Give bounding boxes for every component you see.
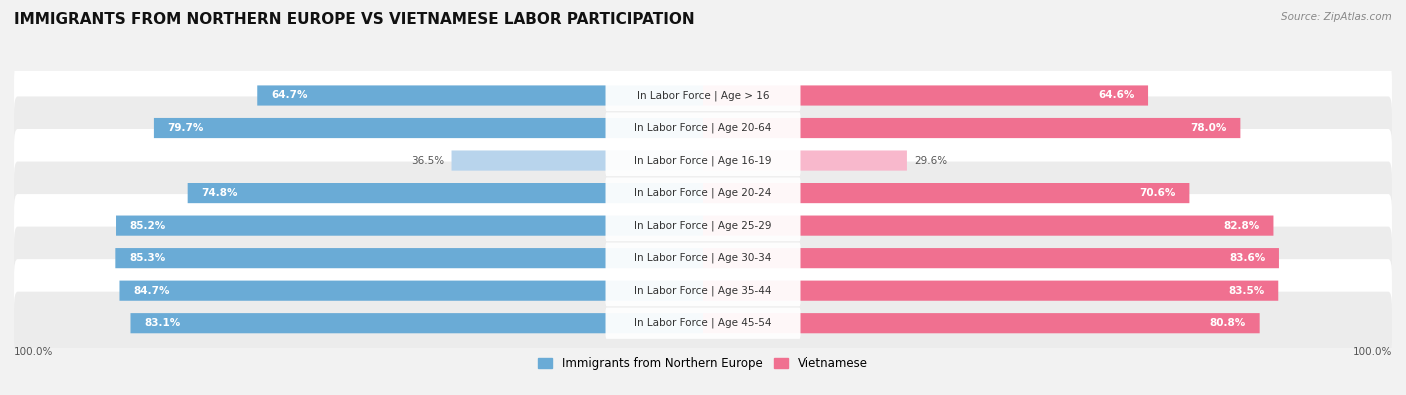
FancyBboxPatch shape <box>703 248 1279 268</box>
FancyBboxPatch shape <box>120 280 703 301</box>
FancyBboxPatch shape <box>703 313 1260 333</box>
FancyBboxPatch shape <box>14 129 1392 192</box>
FancyBboxPatch shape <box>606 210 800 241</box>
FancyBboxPatch shape <box>153 118 703 138</box>
FancyBboxPatch shape <box>14 64 1392 127</box>
Text: In Labor Force | Age 30-34: In Labor Force | Age 30-34 <box>634 253 772 263</box>
FancyBboxPatch shape <box>14 227 1392 290</box>
FancyBboxPatch shape <box>14 96 1392 160</box>
Text: In Labor Force | Age 20-24: In Labor Force | Age 20-24 <box>634 188 772 198</box>
Text: 78.0%: 78.0% <box>1191 123 1226 133</box>
Text: 83.5%: 83.5% <box>1229 286 1264 296</box>
Text: 100.0%: 100.0% <box>14 347 53 357</box>
FancyBboxPatch shape <box>131 313 703 333</box>
FancyBboxPatch shape <box>703 183 1189 203</box>
FancyBboxPatch shape <box>606 308 800 339</box>
FancyBboxPatch shape <box>606 113 800 144</box>
FancyBboxPatch shape <box>451 150 703 171</box>
FancyBboxPatch shape <box>606 243 800 274</box>
Text: 82.8%: 82.8% <box>1223 221 1260 231</box>
FancyBboxPatch shape <box>703 118 1240 138</box>
FancyBboxPatch shape <box>606 145 800 176</box>
Text: 85.2%: 85.2% <box>129 221 166 231</box>
FancyBboxPatch shape <box>703 150 907 171</box>
Text: Source: ZipAtlas.com: Source: ZipAtlas.com <box>1281 12 1392 22</box>
Text: In Labor Force | Age 25-29: In Labor Force | Age 25-29 <box>634 220 772 231</box>
Text: 80.8%: 80.8% <box>1209 318 1246 328</box>
FancyBboxPatch shape <box>257 85 703 105</box>
FancyBboxPatch shape <box>606 275 800 306</box>
FancyBboxPatch shape <box>703 85 1149 105</box>
Text: 70.6%: 70.6% <box>1139 188 1175 198</box>
Text: 83.6%: 83.6% <box>1229 253 1265 263</box>
FancyBboxPatch shape <box>703 280 1278 301</box>
FancyBboxPatch shape <box>14 292 1392 355</box>
FancyBboxPatch shape <box>14 162 1392 225</box>
Text: In Labor Force | Age 35-44: In Labor Force | Age 35-44 <box>634 286 772 296</box>
Text: IMMIGRANTS FROM NORTHERN EUROPE VS VIETNAMESE LABOR PARTICIPATION: IMMIGRANTS FROM NORTHERN EUROPE VS VIETN… <box>14 12 695 27</box>
Text: 85.3%: 85.3% <box>129 253 166 263</box>
Text: 79.7%: 79.7% <box>167 123 204 133</box>
Text: 83.1%: 83.1% <box>145 318 180 328</box>
FancyBboxPatch shape <box>606 177 800 209</box>
FancyBboxPatch shape <box>187 183 703 203</box>
Text: 36.5%: 36.5% <box>412 156 444 166</box>
FancyBboxPatch shape <box>606 80 800 111</box>
Text: In Labor Force | Age 45-54: In Labor Force | Age 45-54 <box>634 318 772 329</box>
FancyBboxPatch shape <box>703 216 1274 236</box>
Text: 64.7%: 64.7% <box>271 90 308 100</box>
Text: 74.8%: 74.8% <box>201 188 238 198</box>
Text: 100.0%: 100.0% <box>1353 347 1392 357</box>
Text: 29.6%: 29.6% <box>914 156 946 166</box>
Text: 84.7%: 84.7% <box>134 286 170 296</box>
FancyBboxPatch shape <box>117 216 703 236</box>
FancyBboxPatch shape <box>115 248 703 268</box>
FancyBboxPatch shape <box>14 259 1392 322</box>
Text: 64.6%: 64.6% <box>1098 90 1135 100</box>
Legend: Immigrants from Northern Europe, Vietnamese: Immigrants from Northern Europe, Vietnam… <box>533 352 873 375</box>
Text: In Labor Force | Age 16-19: In Labor Force | Age 16-19 <box>634 155 772 166</box>
Text: In Labor Force | Age > 16: In Labor Force | Age > 16 <box>637 90 769 101</box>
FancyBboxPatch shape <box>14 194 1392 257</box>
Text: In Labor Force | Age 20-64: In Labor Force | Age 20-64 <box>634 123 772 133</box>
